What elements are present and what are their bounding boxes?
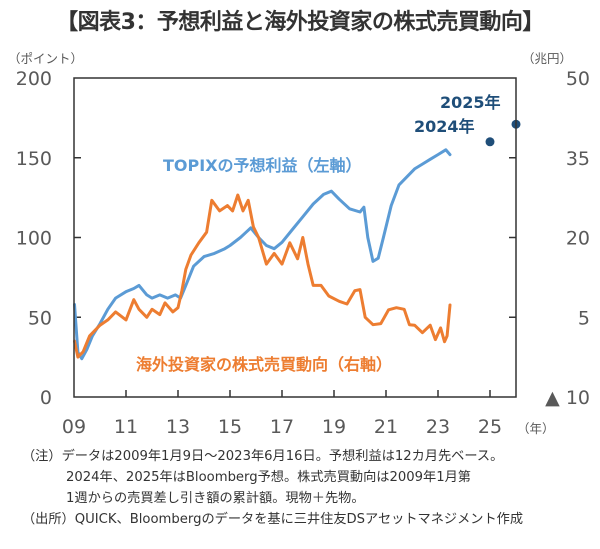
series-layer [73, 119, 521, 361]
note-prefix: （注） [22, 449, 62, 464]
y-right-tick-label: 35 [566, 148, 590, 170]
chart-svg: （ポイント） （兆円） （年） 0 50 100 150 200 ▲ 10 5 20 35 50… [8, 51, 590, 438]
foreign-series-label: 海外投資家の株式売買動向（右軸） [136, 355, 392, 374]
x-tick-label: 11 [114, 416, 138, 438]
note-line-1: （注）データは2009年1月9日～2023年6月16日。予想利益は12カ月先ベー… [22, 446, 523, 467]
foreign-investor-flow-line [73, 193, 452, 359]
x-axis-label: （年） [517, 421, 555, 436]
y-axis-right: ▲ 10 5 20 35 50 [509, 68, 590, 409]
y-axis-left-label: （ポイント） [8, 51, 83, 66]
x-tick-label: 13 [166, 416, 190, 438]
x-tick-label: 09 [62, 416, 86, 438]
note-text-1: データは2009年1月9日～2023年6月16日。予想利益は12カ月先ベース。 [61, 449, 504, 464]
source-line: （出所）QUICK、Bloombergのデータを基に三井住友DSアセットマネジメ… [22, 512, 524, 527]
x-tick-label: 17 [270, 416, 294, 438]
y-left-tick-label: 100 [16, 228, 52, 250]
x-tick-label: 23 [426, 416, 450, 438]
note-line-2: 2024年、2025年はBloomberg予想。株式売買動向は2009年1月第 [66, 470, 471, 485]
x-tick-label: 15 [218, 416, 242, 438]
y-left-tick-label: 0 [40, 387, 52, 409]
forecast-label-2025: 2025年 [440, 93, 501, 112]
y-left-tick-label: 50 [28, 307, 52, 329]
y-left-tick-label: 150 [16, 148, 52, 170]
chart-title: 【図表3：予想利益と海外投資家の株式売買動向】 [56, 10, 544, 35]
note-line-3: 1週からの売買差し引き額の累計額。現物＋先物。 [66, 491, 365, 506]
y-right-tick-label: 5 [578, 307, 590, 329]
topix-series-label: TOPIXの予想利益（左軸） [163, 156, 362, 175]
notes: （注）データは2009年1月9日～2023年6月16日。予想利益は12カ月先ベー… [22, 446, 523, 530]
y-axis-left: 0 50 100 150 200 [16, 68, 81, 409]
x-tick-label: 19 [322, 416, 346, 438]
forecast-point [485, 137, 495, 147]
x-tick-label: 21 [374, 416, 398, 438]
x-axis: 09 11 13 15 17 19 21 23 25 [62, 390, 502, 438]
y-right-tick-label: ▲ 10 [545, 387, 590, 409]
y-left-tick-label: 200 [16, 68, 52, 90]
y-right-tick-label: 20 [566, 228, 590, 250]
plot-frame [73, 77, 517, 398]
x-tick-label: 25 [478, 416, 502, 438]
y-axis-right-label: （兆円） [522, 51, 572, 66]
y-right-tick-label: 50 [566, 68, 590, 90]
forecast-label-2024: 2024年 [414, 117, 475, 136]
